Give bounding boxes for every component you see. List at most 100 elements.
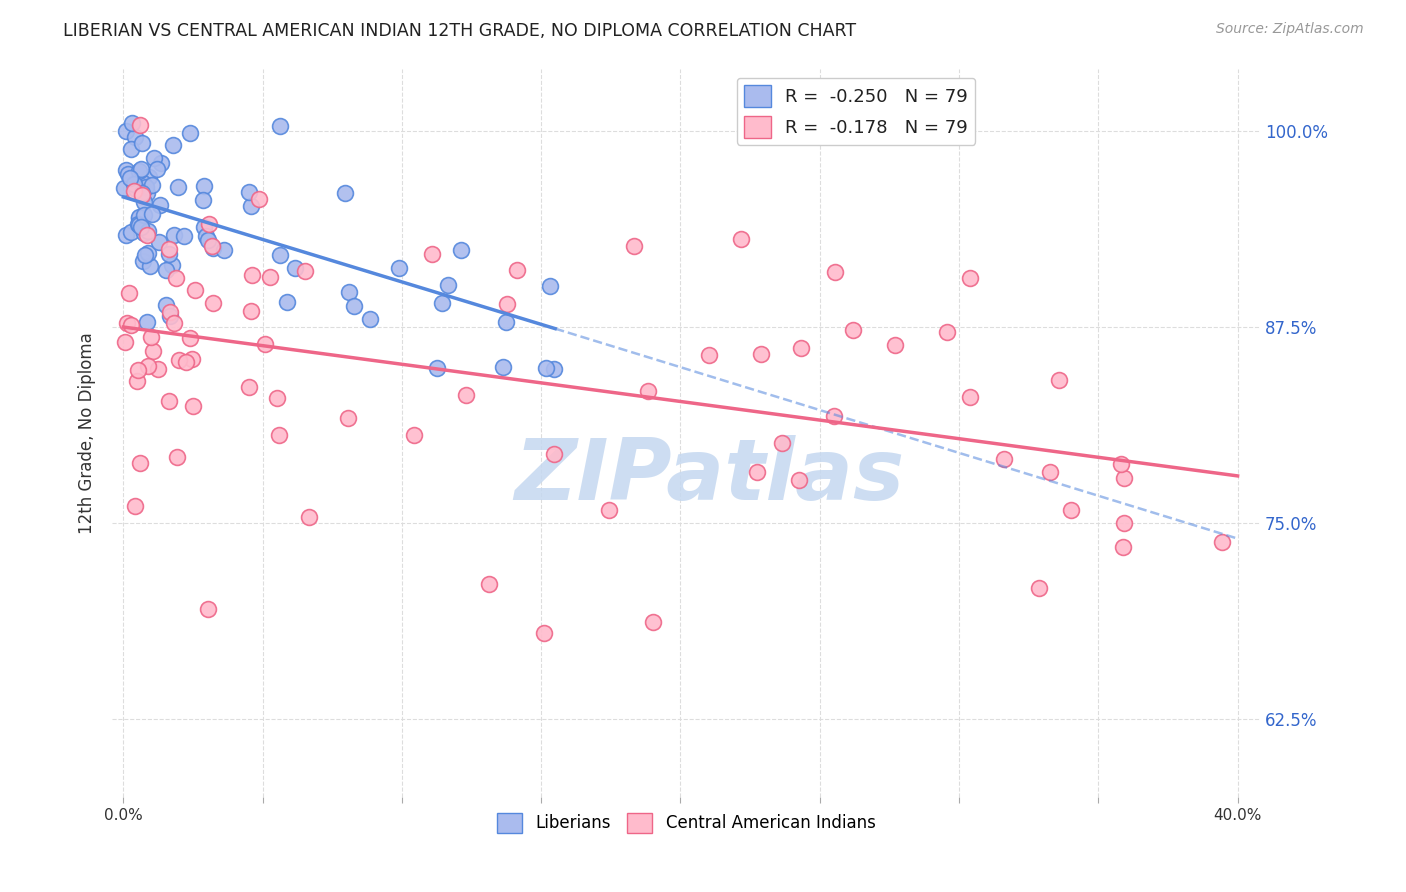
Point [193,179,215,194]
Text: LIBERIAN VS CENTRAL AMERICAN INDIAN 12TH GRADE, NO DIPLOMA CORRELATION CHART: LIBERIAN VS CENTRAL AMERICAN INDIAN 12TH… [63,22,856,40]
Point [120,225,142,239]
Point [343,298,366,312]
Point [136,359,159,373]
Point [179,330,201,344]
Point [506,263,529,277]
Point [598,502,620,516]
Point [118,170,141,185]
Point [141,206,163,220]
Point [195,229,218,244]
Point [155,263,177,277]
Point [266,391,288,405]
Point [131,136,153,150]
Point [135,186,157,200]
Point [269,248,291,262]
Point [284,261,307,276]
Point [238,185,260,199]
Point [193,219,215,234]
Point [150,156,173,170]
Point [114,335,136,350]
Point [128,218,150,232]
Point [122,178,145,192]
Point [276,295,298,310]
Point [115,123,138,137]
Point [132,176,155,190]
Point [122,177,145,191]
Point [787,473,810,487]
Point [697,347,720,361]
Point [959,390,981,404]
Point [337,285,360,300]
Point [159,305,181,319]
Point [128,456,150,470]
Point [124,499,146,513]
Point [993,451,1015,466]
Point [388,260,411,275]
Point [148,362,170,376]
Text: Source: ZipAtlas.com: Source: ZipAtlas.com [1216,22,1364,37]
Point [129,118,152,132]
Point [936,325,959,339]
Point [157,242,180,256]
Point [643,615,665,629]
Point [114,163,136,178]
Point [359,311,381,326]
Point [430,296,453,310]
Point [239,199,262,213]
Point [163,316,186,330]
Point [174,355,197,369]
Point [294,264,316,278]
Point [125,182,148,196]
Point [436,277,458,292]
Point [730,232,752,246]
Point [959,270,981,285]
Point [127,217,149,231]
Point [197,602,219,616]
Point [454,388,477,402]
Point [173,228,195,243]
Point [132,208,155,222]
Point [139,259,162,273]
Point [336,411,359,425]
Point [125,374,148,388]
Point [136,224,159,238]
Point [166,180,188,194]
Point [495,315,517,329]
Point [333,186,356,200]
Point [135,180,157,194]
Point [824,265,846,279]
Point [120,318,142,333]
Point [163,227,186,242]
Point [1211,535,1233,549]
Point [117,167,139,181]
Point [540,279,562,293]
Point [496,297,519,311]
Point [1060,503,1083,517]
Point [121,116,143,130]
Point [1109,457,1132,471]
Point [159,309,181,323]
Point [420,247,443,261]
Point [141,178,163,192]
Point [477,577,499,591]
Point [132,194,155,209]
Point [148,235,170,249]
Point [492,360,515,375]
Point [142,344,165,359]
Point [201,239,224,253]
Point [122,184,145,198]
Point [404,428,426,442]
Point [157,393,180,408]
Point [181,399,204,413]
Point [534,360,557,375]
Point [180,352,202,367]
Point [1112,516,1135,530]
Point [240,268,263,282]
Y-axis label: 12th Grade, No Diploma: 12th Grade, No Diploma [79,332,96,533]
Point [202,296,225,310]
Point [884,337,907,351]
Point [823,409,845,423]
Point [269,428,291,442]
Point [842,323,865,337]
Point [135,227,157,242]
